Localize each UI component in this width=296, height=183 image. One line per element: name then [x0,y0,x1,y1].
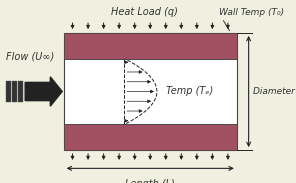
Text: Diameter (D): Diameter (D) [253,87,296,96]
Bar [12,81,17,102]
Text: Heat Load (q): Heat Load (q) [111,7,178,17]
Text: Flow (U∞): Flow (U∞) [6,51,54,61]
Bar [64,124,237,150]
FancyArrow shape [25,77,62,106]
Text: Temp (Tₑ): Temp (Tₑ) [166,87,213,96]
Text: Length (L): Length (L) [125,179,175,183]
Bar [18,81,23,102]
Bar [64,33,237,150]
Bar [64,33,237,59]
Bar [6,81,11,102]
Text: Wall Temp (T₀): Wall Temp (T₀) [219,8,284,17]
